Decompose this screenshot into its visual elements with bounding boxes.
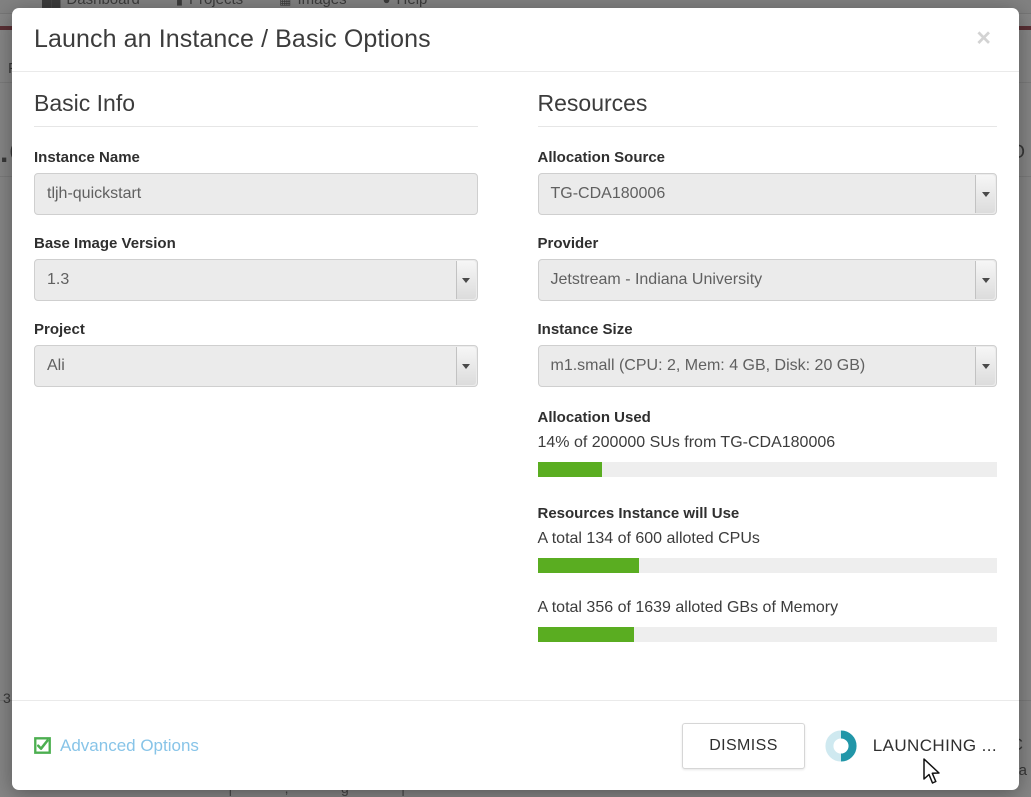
chevron-down-icon[interactable] xyxy=(975,175,995,213)
allocation-source-value: TG-CDA180006 xyxy=(550,185,666,202)
cpu-usage-progress-bar xyxy=(537,558,997,573)
footer-actions: DISMISS LAUNCHING ... xyxy=(682,722,997,769)
dismiss-button[interactable]: DISMISS xyxy=(682,722,805,769)
project-value: Ali xyxy=(47,357,65,374)
check-square-icon xyxy=(34,737,51,754)
base-image-version-label: Base Image Version xyxy=(34,235,176,252)
modal-title: Launch an Instance / Basic Options xyxy=(34,25,431,53)
launch-instance-modal: Launch an Instance / Basic Options × Bas… xyxy=(12,8,1019,790)
field-allocation-source: Allocation Source TG-CDA180006 xyxy=(537,149,997,215)
launching-label: LAUNCHING ... xyxy=(872,735,997,755)
advanced-options-link[interactable]: Advanced Options xyxy=(34,736,199,756)
memory-usage-text: A total 356 of 1639 alloted GBs of Memor… xyxy=(537,599,839,616)
project-label: Project xyxy=(34,321,85,338)
modal-footer: Advanced Options DISMISS LAUNCHING ... xyxy=(12,700,1019,790)
allocation-used-heading: Allocation Used xyxy=(537,409,651,426)
memory-usage-progress-fill xyxy=(537,627,634,642)
spacer xyxy=(538,573,998,599)
resources-heading: Resources xyxy=(537,90,997,127)
field-provider: Provider Jetstream - Indiana University xyxy=(537,235,997,301)
advanced-options-label: Advanced Options xyxy=(60,735,199,755)
base-image-version-value: 1.3 xyxy=(47,271,70,288)
chevron-down-icon[interactable] xyxy=(975,347,995,385)
allocation-used-progress-bar xyxy=(537,462,997,477)
instance-size-value: m1.small (CPU: 2, Mem: 4 GB, Disk: 20 GB… xyxy=(550,357,866,374)
provider-select[interactable]: Jetstream - Indiana University xyxy=(537,259,997,301)
allocation-source-label: Allocation Source xyxy=(537,149,666,166)
instance-resources-heading: Resources Instance will Use xyxy=(537,505,740,522)
field-project: Project Ali xyxy=(34,321,478,387)
chevron-down-icon[interactable] xyxy=(455,347,476,385)
instance-name-input[interactable]: tljh-quickstart xyxy=(34,173,478,215)
allocation-used-text: 14% of 200000 SUs from TG-CDA180006 xyxy=(537,434,836,451)
instance-size-label: Instance Size xyxy=(537,321,633,338)
cpu-usage-progress-fill xyxy=(537,558,639,573)
allocation-used-progress-fill xyxy=(537,462,602,477)
chevron-down-icon[interactable] xyxy=(455,261,476,299)
launching-status: LAUNCHING ... xyxy=(825,729,997,762)
field-base-image-version: Base Image Version 1.3 xyxy=(34,235,478,301)
project-select[interactable]: Ali xyxy=(34,345,478,387)
resources-column: Resources Allocation Source TG-CDA180006… xyxy=(516,90,998,700)
chevron-down-icon[interactable] xyxy=(975,261,995,299)
basic-info-heading: Basic Info xyxy=(34,90,478,127)
memory-usage-progress-bar xyxy=(537,627,997,642)
field-instance-name: Instance Name tljh-quickstart xyxy=(34,149,478,215)
field-instance-size: Instance Size m1.small (CPU: 2, Mem: 4 G… xyxy=(537,321,997,387)
modal-header: Launch an Instance / Basic Options × xyxy=(12,8,1019,72)
loading-spinner-icon xyxy=(825,729,857,762)
basic-info-column: Basic Info Instance Name tljh-quickstart… xyxy=(34,90,516,700)
provider-label: Provider xyxy=(537,235,599,252)
base-image-version-select[interactable]: 1.3 xyxy=(34,259,478,301)
cpu-usage-text: A total 134 of 600 alloted CPUs xyxy=(537,530,760,547)
close-icon[interactable]: × xyxy=(970,24,997,53)
provider-value: Jetstream - Indiana University xyxy=(550,271,763,288)
instance-size-select[interactable]: m1.small (CPU: 2, Mem: 4 GB, Disk: 20 GB… xyxy=(537,345,997,387)
mouse-pointer-icon xyxy=(923,758,940,784)
modal-body: Basic Info Instance Name tljh-quickstart… xyxy=(12,72,1019,700)
allocation-source-select[interactable]: TG-CDA180006 xyxy=(537,173,997,215)
instance-name-label: Instance Name xyxy=(34,149,140,166)
